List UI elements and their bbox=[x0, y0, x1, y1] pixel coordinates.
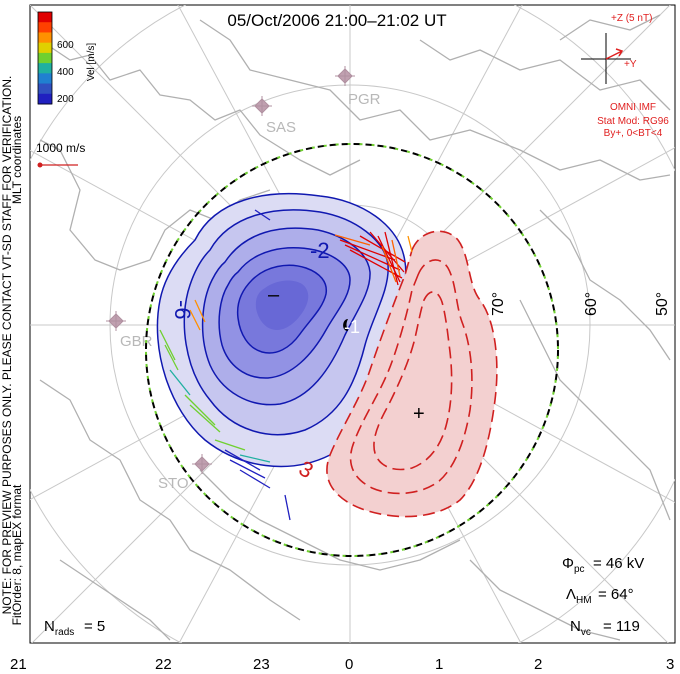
colorbar-label: Vel [m/s] bbox=[86, 43, 97, 82]
mlt-tick-3: 3 bbox=[666, 656, 674, 673]
colorbar-swatch bbox=[38, 42, 52, 54]
colorbar-swatch bbox=[38, 12, 52, 23]
stat-n-rads-value: = 5 bbox=[84, 618, 105, 635]
pole-marker bbox=[343, 319, 348, 331]
contour-label-neg1: -1 bbox=[344, 317, 360, 337]
colorbar-swatch bbox=[38, 83, 52, 95]
velocity-vectors bbox=[159, 209, 413, 521]
colorbar-tick-200: 200 bbox=[57, 94, 74, 105]
imf-z-label: +Z (5 nT) bbox=[611, 13, 652, 24]
stat-n-vc-value: = 119 bbox=[603, 618, 640, 635]
station-label-sas: SAS bbox=[266, 119, 296, 136]
preview-note: NOTE: FOR PREVIEW PURPOSES ONLY. PLEASE … bbox=[0, 76, 14, 615]
colorbar-swatch bbox=[38, 32, 52, 44]
fit-order-note: FitOrder: 8, mapEX format bbox=[10, 484, 24, 625]
contour-label-neg6: -6 bbox=[170, 300, 195, 320]
stat-lambda-hm-value: = 64° bbox=[598, 586, 634, 603]
mlt-tick-2: 2 bbox=[534, 656, 542, 673]
imf-y-label: +Y bbox=[624, 59, 637, 70]
colorbar-tick-400: 400 bbox=[57, 67, 74, 78]
scale-vector-label: 1000 m/s bbox=[36, 141, 85, 155]
mlt-tick-22: 22 bbox=[155, 656, 172, 673]
potential-maximum-marker: + bbox=[413, 403, 425, 425]
mlt-tick-21: 21 bbox=[10, 656, 27, 673]
map-title: 05/Oct/2006 21:00–21:02 UT bbox=[227, 11, 446, 30]
lat-label-60: 60° bbox=[583, 292, 600, 316]
coordinate-system-label: MLT coordinates bbox=[10, 116, 24, 204]
colorbar-swatch bbox=[38, 63, 52, 74]
potential-minimum-marker: – bbox=[268, 284, 280, 306]
station-label-sto: STO bbox=[158, 475, 189, 492]
colorbar-swatch bbox=[38, 73, 52, 85]
stat-phi-pc-value: = 46 kV bbox=[593, 555, 644, 572]
positive-potential-cell bbox=[326, 230, 498, 518]
mlt-tick-0: 0 bbox=[345, 656, 353, 673]
imf-source: OMNI IMF bbox=[610, 102, 656, 113]
mlt-axis: 21 22 23 0 1 2 3 bbox=[10, 656, 674, 673]
velocity-colorbar: 600 400 200 Vel [m/s] bbox=[37, 11, 97, 105]
colorbar-swatch bbox=[38, 52, 52, 64]
colorbar-swatch bbox=[38, 93, 52, 105]
colorbar-tick-600: 600 bbox=[57, 40, 74, 51]
mlt-tick-23: 23 bbox=[253, 656, 270, 673]
hm-boundary bbox=[145, 143, 559, 557]
negative-potential-cell bbox=[156, 193, 407, 468]
contour-label-neg2: -2 bbox=[310, 238, 330, 263]
station-markers bbox=[106, 66, 355, 474]
station-label-pgr: PGR bbox=[348, 91, 381, 108]
imf-condition: By+, 0<BT<4 bbox=[604, 128, 663, 139]
lat-label-50: 50° bbox=[654, 292, 671, 316]
stat-model: Stat Mod: RG96 bbox=[597, 116, 669, 127]
imf-clock-vector bbox=[605, 48, 624, 60]
station-label-gbr: GBR bbox=[120, 333, 153, 350]
colorbar-swatch bbox=[38, 22, 52, 33]
lat-label-70: 70° bbox=[490, 292, 507, 316]
mlt-tick-1: 1 bbox=[435, 656, 443, 673]
scale-vector bbox=[37, 162, 78, 168]
